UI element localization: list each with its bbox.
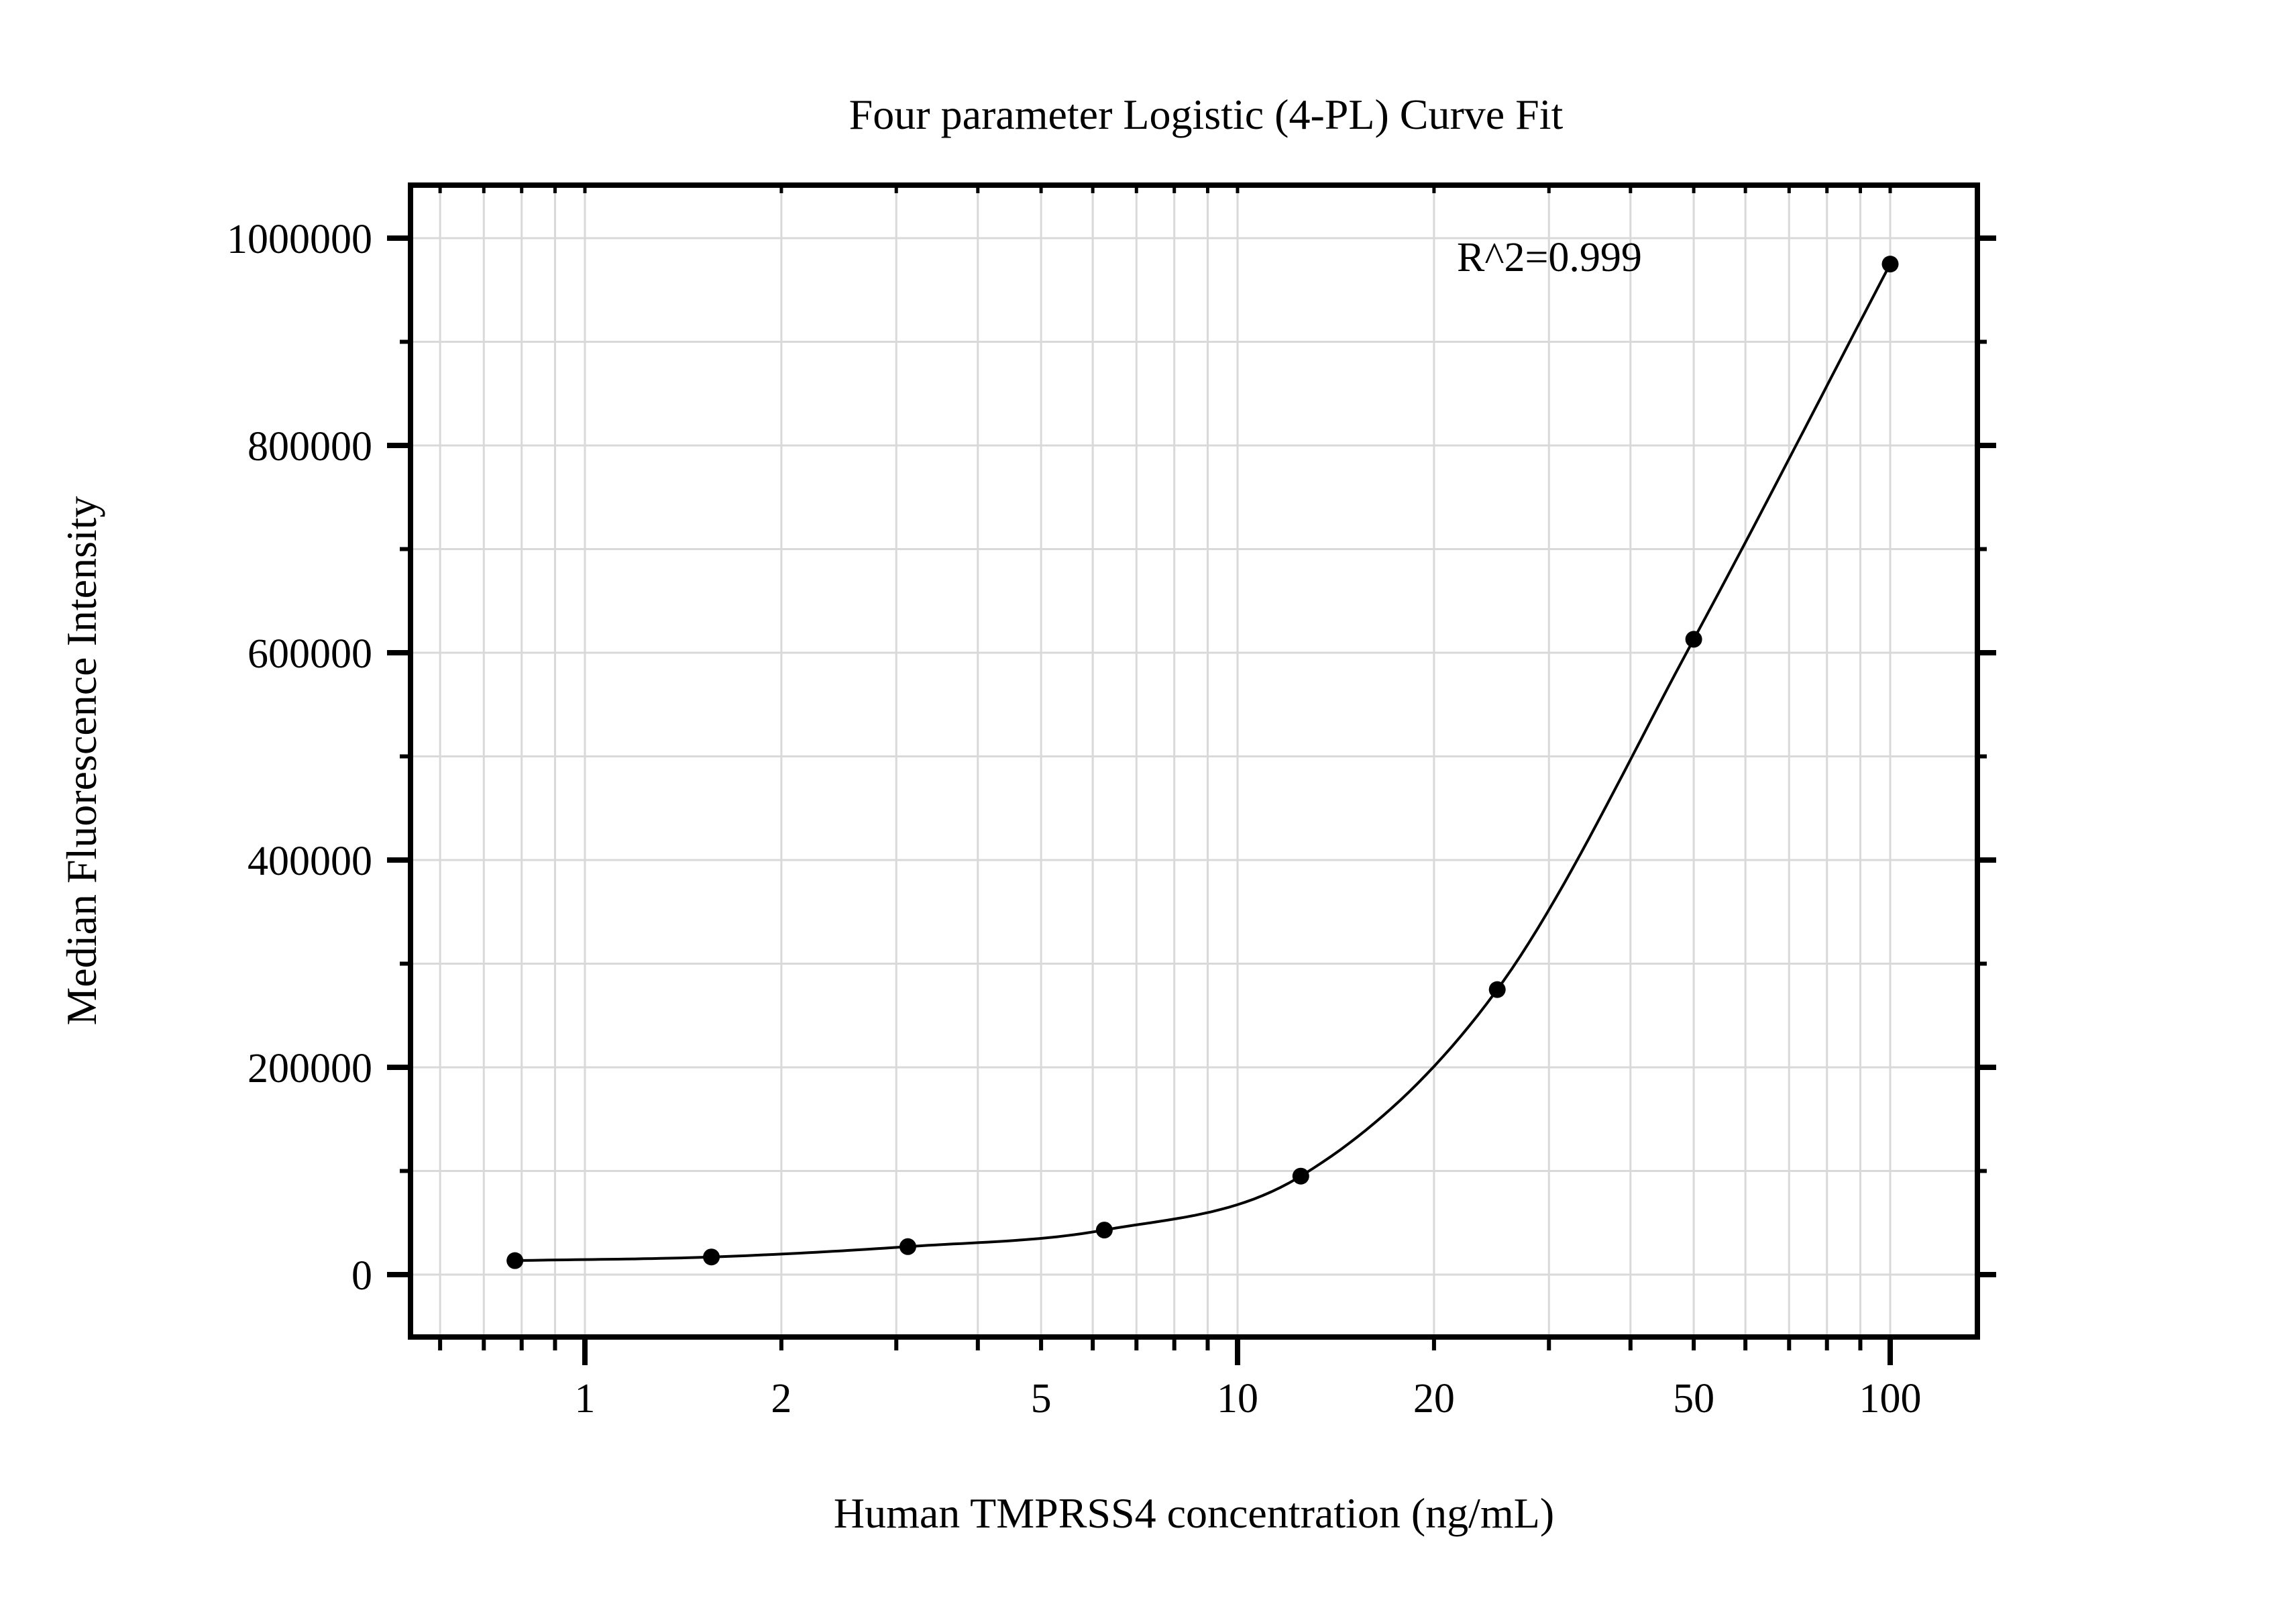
axis-ticks	[387, 185, 1996, 1365]
x-tick-label: 2	[771, 1376, 791, 1422]
y-tick-label: 400000	[248, 839, 372, 884]
x-tick-label: 1	[575, 1376, 596, 1422]
tick-labels: 1 2 5 10 20 50 100 0 200000 400000 600000 800000 100…	[227, 217, 1922, 1422]
data-points	[506, 256, 1899, 1269]
x-tick-label: 20	[1413, 1376, 1455, 1422]
y-tick-label: 1000000	[227, 217, 372, 262]
data-point	[703, 1248, 720, 1266]
y-tick-label: 800000	[248, 424, 372, 470]
plot-border	[408, 182, 1980, 1340]
y-tick-label: 600000	[248, 631, 372, 677]
x-tick-label: 50	[1673, 1376, 1714, 1422]
data-point	[1095, 1222, 1113, 1239]
x-tick-label: 100	[1859, 1376, 1922, 1422]
fit-curve-line	[514, 263, 1892, 1263]
data-point	[506, 1252, 524, 1269]
y-tick-label: 200000	[248, 1046, 372, 1091]
x-tick-label: 5	[1031, 1376, 1052, 1422]
chart-title: Four parameter Logistic (4-PL) Curve Fit	[849, 91, 1564, 138]
gridlines	[411, 185, 1977, 1337]
data-point	[1292, 1167, 1309, 1185]
y-tick-label: 0	[351, 1253, 372, 1299]
x-tick-label: 10	[1217, 1376, 1258, 1422]
data-point	[1881, 256, 1899, 273]
x-axis-label: Human TMPRSS4 concentration (ng/mL)	[834, 1489, 1554, 1537]
data-point	[1488, 981, 1506, 998]
data-point	[1685, 631, 1702, 648]
r-squared-annotation: R^2=0.999	[1457, 235, 1642, 280]
data-point	[899, 1238, 916, 1255]
y-axis-label: Median Fluorescence Intensity	[58, 496, 105, 1025]
